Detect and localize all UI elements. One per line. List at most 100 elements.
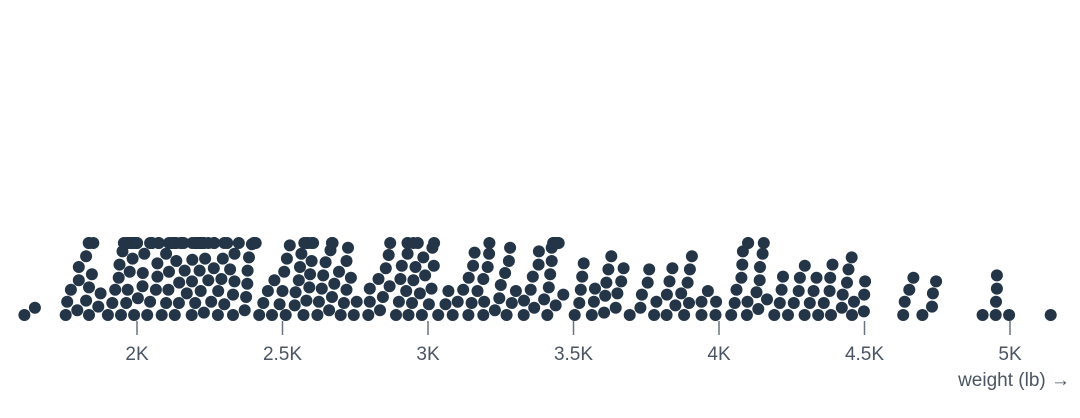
data-point xyxy=(303,281,316,294)
data-point xyxy=(589,282,601,295)
data-point xyxy=(602,263,615,276)
data-point xyxy=(71,304,84,317)
data-point xyxy=(149,283,162,296)
data-point xyxy=(415,309,428,321)
data-point xyxy=(587,295,600,308)
data-point xyxy=(500,309,513,321)
data-point xyxy=(465,297,478,309)
data-point xyxy=(160,247,173,260)
data-point xyxy=(400,285,413,297)
data-point xyxy=(326,291,338,303)
data-point xyxy=(199,252,212,265)
data-point xyxy=(326,237,339,249)
data-point xyxy=(617,262,630,275)
data-point xyxy=(615,275,628,288)
data-point xyxy=(106,297,119,309)
data-point xyxy=(798,309,811,321)
data-point xyxy=(276,285,289,297)
data-point xyxy=(835,301,848,314)
data-point xyxy=(141,309,154,321)
data-point xyxy=(221,237,234,249)
data-point xyxy=(294,261,306,273)
data-point xyxy=(422,298,435,311)
data-point xyxy=(757,237,770,249)
data-point xyxy=(83,309,95,321)
data-point xyxy=(295,247,308,260)
data-point xyxy=(846,309,858,321)
data-point xyxy=(773,297,786,309)
x-axis-label: weight (lb) → xyxy=(957,370,1070,391)
data-point xyxy=(585,309,598,321)
data-point xyxy=(524,283,537,296)
data-point xyxy=(493,292,506,305)
data-point xyxy=(598,306,611,319)
data-point xyxy=(528,301,541,314)
data-point xyxy=(817,297,830,309)
data-point xyxy=(761,293,773,306)
dots-layer xyxy=(18,237,1057,321)
data-point xyxy=(413,287,426,300)
data-point xyxy=(186,275,198,288)
x-tick-label: 2.5K xyxy=(263,344,302,365)
data-point xyxy=(121,283,134,296)
data-point xyxy=(186,253,199,266)
data-point xyxy=(395,259,408,272)
data-point xyxy=(113,258,126,271)
data-point xyxy=(857,305,870,318)
data-point xyxy=(775,283,788,296)
data-point xyxy=(462,271,475,284)
data-point xyxy=(442,285,455,297)
data-point xyxy=(752,303,765,315)
data-point xyxy=(315,282,328,295)
data-point xyxy=(224,263,237,276)
x-tick-label: 3.5K xyxy=(554,344,593,365)
data-point xyxy=(307,237,320,249)
data-point xyxy=(989,309,1002,321)
data-point xyxy=(695,309,708,321)
data-point xyxy=(532,245,545,258)
data-point xyxy=(218,298,231,311)
data-point xyxy=(392,295,405,308)
data-point xyxy=(249,237,262,249)
data-point xyxy=(390,309,402,321)
data-point xyxy=(193,264,206,277)
x-tick-label: 2K xyxy=(125,344,149,365)
data-point xyxy=(288,299,301,312)
data-point xyxy=(600,276,613,289)
data-point xyxy=(304,268,317,281)
data-point xyxy=(319,256,332,269)
data-point xyxy=(151,270,164,283)
data-point xyxy=(59,309,72,321)
data-point xyxy=(683,263,696,276)
data-point xyxy=(305,255,318,267)
data-point xyxy=(419,269,432,282)
data-point xyxy=(544,268,557,281)
data-point xyxy=(409,261,422,273)
data-point xyxy=(64,283,77,296)
data-point xyxy=(268,274,281,287)
data-point xyxy=(227,288,239,301)
data-point xyxy=(728,297,741,309)
data-point xyxy=(212,285,225,297)
data-point xyxy=(807,285,820,297)
data-point xyxy=(228,275,241,288)
data-point xyxy=(83,281,95,294)
data-point xyxy=(685,250,698,263)
data-point xyxy=(289,286,302,299)
data-point xyxy=(80,294,93,307)
data-point xyxy=(494,279,507,291)
data-point xyxy=(439,298,452,311)
data-point xyxy=(736,258,749,271)
data-point xyxy=(777,270,789,283)
data-point xyxy=(372,273,385,285)
data-point xyxy=(488,304,501,317)
data-point xyxy=(825,309,837,321)
data-point xyxy=(283,239,296,252)
data-point xyxy=(552,237,565,249)
data-point xyxy=(279,309,292,321)
data-point xyxy=(545,255,558,267)
data-point xyxy=(407,274,420,287)
data-point xyxy=(136,280,149,293)
data-point xyxy=(384,237,397,249)
data-point xyxy=(112,271,125,284)
